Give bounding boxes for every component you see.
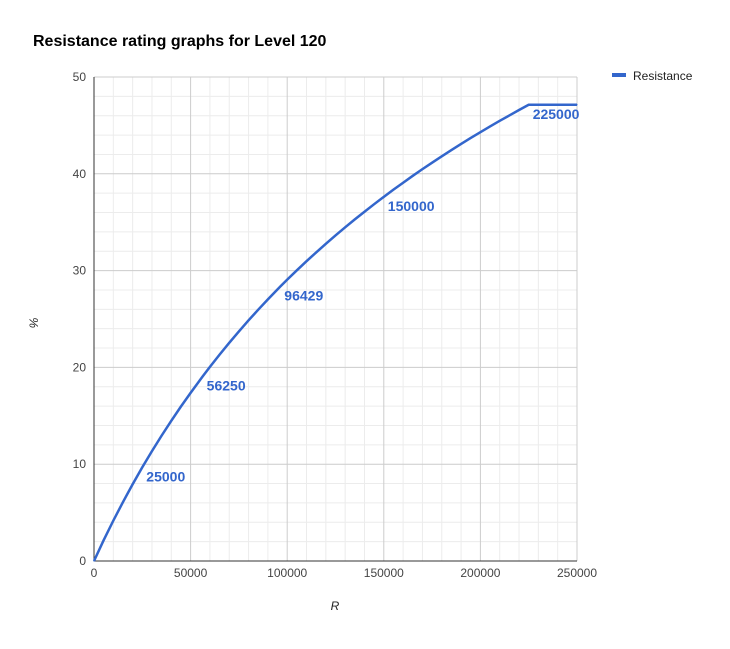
data-point bbox=[325, 243, 327, 245]
data-point bbox=[296, 269, 298, 271]
data-point bbox=[431, 162, 433, 164]
data-point bbox=[508, 114, 510, 117]
y-tick-label: 10 bbox=[73, 457, 87, 471]
data-point bbox=[180, 405, 182, 408]
x-axis-label: R bbox=[331, 599, 340, 613]
data-point bbox=[421, 168, 424, 170]
data-labels: 25000 56250 96429 150000 225000 bbox=[146, 106, 579, 485]
data-point bbox=[489, 125, 491, 128]
y-tick-label: 50 bbox=[73, 70, 87, 84]
data-label: 225000 bbox=[533, 106, 580, 122]
series-line-resistance bbox=[92, 103, 577, 562]
data-point bbox=[305, 260, 308, 262]
data-point bbox=[103, 539, 105, 541]
data-label: 96429 bbox=[284, 287, 323, 303]
legend-label-resistance: Resistance bbox=[633, 69, 693, 83]
data-point bbox=[557, 104, 559, 106]
data-point bbox=[450, 149, 453, 151]
chart-title: Resistance rating graphs for Level 120 bbox=[33, 33, 327, 50]
data-point bbox=[537, 104, 539, 106]
y-tick-labels: 0 10 20 30 40 50 bbox=[73, 70, 87, 568]
data-point bbox=[528, 104, 530, 106]
data-point bbox=[218, 354, 221, 356]
data-point bbox=[576, 104, 578, 106]
data-point bbox=[228, 342, 230, 344]
data-point bbox=[315, 251, 317, 254]
y-tick-label: 30 bbox=[73, 264, 87, 278]
x-tick-label: 0 bbox=[91, 566, 98, 580]
data-point bbox=[286, 279, 288, 281]
data-point bbox=[151, 450, 153, 452]
y-tick-label: 0 bbox=[79, 554, 86, 568]
data-point bbox=[209, 366, 211, 368]
y-tick-label: 20 bbox=[73, 360, 87, 374]
data-point bbox=[141, 466, 143, 468]
data-point bbox=[267, 298, 269, 300]
data-label: 150000 bbox=[388, 198, 435, 214]
data-label: 25000 bbox=[146, 468, 185, 484]
data-point bbox=[112, 520, 114, 522]
x-tick-labels: 0 50000 100000 150000 200000 250000 bbox=[91, 566, 598, 580]
axes bbox=[93, 77, 577, 562]
data-point bbox=[499, 120, 501, 122]
data-point bbox=[392, 189, 395, 191]
data-point bbox=[202, 375, 204, 378]
data-point bbox=[190, 392, 192, 394]
data-point bbox=[441, 155, 443, 157]
data-point bbox=[161, 435, 163, 437]
x-tick-label: 250000 bbox=[557, 566, 597, 580]
x-tick-label: 100000 bbox=[267, 566, 307, 580]
grid-major bbox=[94, 76, 578, 561]
data-point bbox=[279, 285, 281, 288]
data-label: 56250 bbox=[207, 377, 246, 393]
y-tick-label: 40 bbox=[73, 167, 87, 181]
data-point bbox=[383, 196, 385, 198]
data-point bbox=[344, 226, 346, 228]
data-point bbox=[412, 175, 414, 177]
data-point bbox=[460, 143, 462, 145]
series-layer bbox=[92, 103, 577, 562]
legend: Resistance bbox=[612, 69, 693, 83]
data-point bbox=[238, 330, 240, 332]
data-point bbox=[334, 234, 337, 237]
data-point bbox=[402, 182, 404, 184]
legend-swatch-resistance bbox=[612, 73, 626, 77]
data-point bbox=[363, 211, 366, 213]
data-point bbox=[470, 137, 472, 139]
data-point bbox=[257, 309, 259, 311]
data-point bbox=[93, 560, 95, 562]
data-point bbox=[354, 218, 356, 220]
data-points bbox=[93, 104, 578, 562]
grid-minor bbox=[94, 77, 577, 561]
data-point bbox=[170, 420, 172, 422]
data-point bbox=[122, 501, 124, 503]
data-point bbox=[247, 319, 250, 321]
data-point bbox=[373, 203, 375, 205]
x-tick-label: 150000 bbox=[364, 566, 404, 580]
data-point bbox=[132, 483, 134, 485]
data-point bbox=[479, 131, 481, 133]
x-tick-label: 50000 bbox=[174, 566, 208, 580]
y-axis-label: % bbox=[27, 317, 41, 328]
x-tick-label: 200000 bbox=[460, 566, 500, 580]
data-point bbox=[518, 109, 520, 111]
